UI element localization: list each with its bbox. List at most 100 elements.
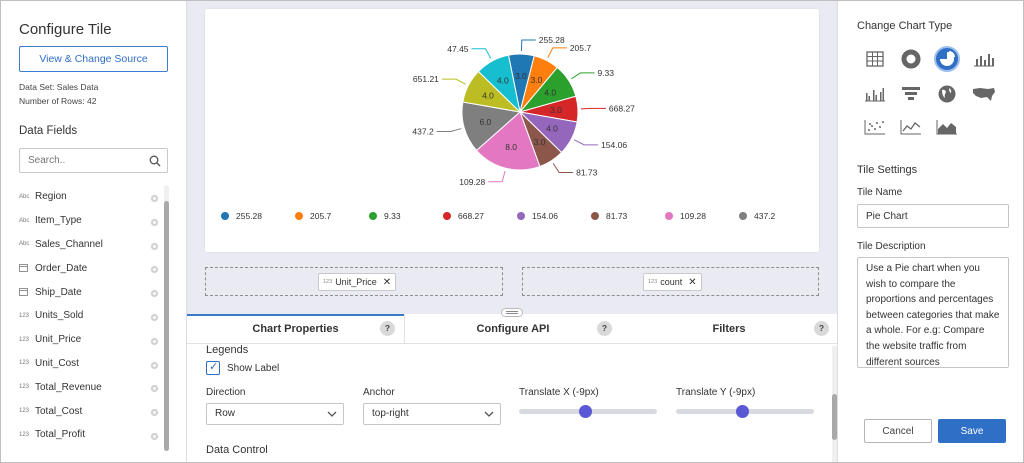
- tile-description-textarea[interactable]: Use a Pie chart when you wish to compare…: [857, 257, 1009, 368]
- chart-preview-card: 3.0 255.28 3.0 205.7 4.0 9.33 3.0 668.27 4.0 154.…: [205, 9, 819, 252]
- view-change-source-button[interactable]: View & Change Source: [19, 46, 168, 72]
- number-type-icon: 123: [19, 336, 30, 343]
- field-item[interactable]: Abc Region: [19, 185, 162, 209]
- slice-value-label: 6.0: [479, 117, 491, 127]
- globe-icon[interactable]: [934, 81, 960, 107]
- remove-icon[interactable]: ✕: [688, 276, 697, 288]
- tab-filters[interactable]: Filters: [621, 314, 837, 344]
- search-input[interactable]: [28, 149, 148, 172]
- slice-value-label: 4.0: [544, 87, 556, 97]
- field-item[interactable]: Abc Sales_Channel: [19, 233, 162, 257]
- gear-icon[interactable]: [149, 334, 160, 352]
- active-tab-indicator: [187, 314, 404, 316]
- gear-icon[interactable]: [149, 429, 160, 447]
- pie-slice[interactable]: [477, 54, 521, 114]
- field-pill[interactable]: 123 Unit_Price ✕: [318, 273, 397, 291]
- scatter-chart-icon[interactable]: [862, 114, 888, 140]
- show-label-checkbox[interactable]: ✓: [206, 361, 220, 375]
- gear-icon[interactable]: [149, 215, 160, 233]
- gear-icon[interactable]: [149, 405, 160, 423]
- field-list-scrollbar[interactable]: [164, 185, 169, 451]
- bar-chart-icon[interactable]: [971, 46, 997, 72]
- field-item[interactable]: Ship_Date: [19, 280, 162, 304]
- leader-line: [547, 47, 567, 58]
- legend-label[interactable]: 81.73: [606, 211, 628, 221]
- measure-drop-zone[interactable]: 123 count ✕: [522, 267, 819, 296]
- field-item[interactable]: Order_Date: [19, 256, 162, 280]
- legend-label[interactable]: 9.33: [384, 211, 401, 221]
- properties-scrollbar[interactable]: [832, 346, 837, 462]
- pie-slice[interactable]: [475, 111, 541, 171]
- tab-label: Filters: [712, 323, 746, 335]
- donut-chart-icon[interactable]: [898, 46, 924, 72]
- gear-icon[interactable]: [149, 239, 160, 257]
- us-map-icon[interactable]: [971, 81, 997, 107]
- anchor-select[interactable]: top-right: [363, 403, 501, 425]
- help-icon[interactable]: ?: [814, 321, 829, 336]
- data-fields-title: Data Fields: [19, 125, 78, 137]
- field-item[interactable]: 123 Total_Revenue: [19, 375, 162, 399]
- field-item[interactable]: Abc Item_Type: [19, 209, 162, 233]
- help-icon[interactable]: ?: [597, 321, 612, 336]
- legend-label[interactable]: 154.06: [532, 211, 558, 221]
- field-pill[interactable]: 123 count ✕: [643, 273, 702, 291]
- slider-knob[interactable]: [736, 405, 749, 418]
- field-name: Sales_Channel: [35, 238, 103, 250]
- leader-line: [580, 107, 606, 110]
- field-item[interactable]: 123 Total_Cost: [19, 399, 162, 423]
- legend-label[interactable]: 668.27: [458, 211, 484, 221]
- help-icon[interactable]: ?: [380, 321, 395, 336]
- dimension-drop-zone[interactable]: 123 Unit_Price ✕: [205, 267, 503, 296]
- remove-icon[interactable]: ✕: [382, 276, 392, 288]
- tile-name-label: Tile Name: [857, 187, 903, 198]
- tab-configure-api[interactable]: Configure API: [404, 314, 621, 344]
- legend-label[interactable]: 109.28: [680, 211, 706, 221]
- row-count-info: Number of Rows: 42: [19, 96, 97, 106]
- gear-icon[interactable]: [149, 191, 160, 209]
- gear-icon[interactable]: [149, 358, 160, 376]
- gear-icon[interactable]: [149, 286, 160, 304]
- legend-label[interactable]: 437.2: [754, 211, 776, 221]
- field-name: Units_Sold: [35, 310, 84, 322]
- legend-label[interactable]: 255.28: [236, 211, 262, 221]
- slice-category-label: 9.33: [597, 68, 614, 78]
- slice-category-label: 205.7: [570, 43, 592, 53]
- scrollbar-thumb[interactable]: [164, 201, 169, 451]
- line-chart-icon[interactable]: [898, 114, 924, 140]
- tile-name-input[interactable]: [857, 204, 1009, 228]
- table-chart-icon[interactable]: [862, 46, 888, 72]
- slice-category-label: 255.28: [539, 35, 565, 45]
- slider-knob[interactable]: [579, 405, 592, 418]
- grouped-bar-chart-icon[interactable]: [862, 81, 888, 107]
- tab-chart-properties[interactable]: Chart Properties: [187, 314, 404, 344]
- direction-select[interactable]: Row: [206, 403, 344, 425]
- resize-handle[interactable]: [501, 308, 523, 317]
- cancel-button[interactable]: Cancel: [864, 419, 932, 443]
- pie-chart-icon[interactable]: [934, 46, 960, 72]
- translate-y-slider[interactable]: [676, 405, 814, 418]
- gear-icon[interactable]: [149, 381, 160, 399]
- funnel-chart-icon[interactable]: [898, 81, 924, 107]
- slice-value-label: 3.0: [534, 137, 546, 147]
- pie-chart: 3.0 255.28 3.0 205.7 4.0 9.33 3.0 668.27 4.0 154.…: [221, 35, 776, 221]
- legend-label[interactable]: 205.7: [310, 211, 332, 221]
- field-item[interactable]: 123 Units_Sold: [19, 304, 162, 328]
- number-type-icon: 123: [323, 279, 333, 285]
- field-item[interactable]: 123 Unit_Price: [19, 328, 162, 352]
- number-type-icon: 123: [19, 360, 30, 367]
- gear-icon[interactable]: [149, 310, 160, 328]
- pie-slice[interactable]: [461, 101, 522, 152]
- save-button[interactable]: Save: [938, 419, 1006, 443]
- field-item[interactable]: 123 Unit_Cost: [19, 352, 162, 376]
- slice-category-label: 437.2: [412, 127, 434, 137]
- field-item[interactable]: 123 Total_Profit: [19, 423, 162, 447]
- search-icon[interactable]: [149, 154, 161, 172]
- slice-category-label: 668.27: [609, 103, 635, 113]
- area-chart-icon[interactable]: [934, 114, 960, 140]
- scrollbar-thumb[interactable]: [832, 394, 837, 440]
- translate-x-slider[interactable]: [519, 405, 657, 418]
- direction-label: Direction: [206, 387, 246, 398]
- gear-icon[interactable]: [149, 262, 160, 280]
- number-type-icon: 123: [19, 312, 30, 319]
- leader-line: [436, 128, 462, 133]
